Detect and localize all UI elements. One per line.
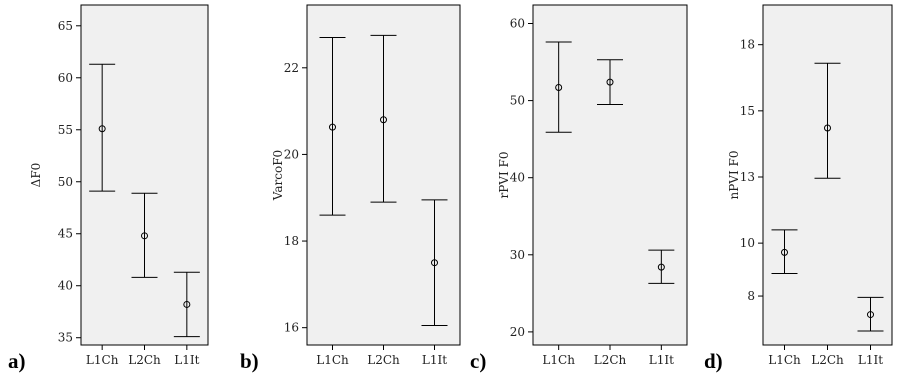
x-tick-label: L2Ch — [594, 353, 627, 367]
mean-marker — [329, 123, 336, 131]
y-tick-label: 20 — [284, 147, 299, 161]
y-tick-label: 18 — [284, 234, 299, 248]
panel-letter: b) — [240, 349, 259, 373]
x-tick-label: L1Ch — [768, 353, 801, 367]
x-tick-label: L2Ch — [128, 353, 161, 367]
mean-marker — [380, 116, 387, 124]
x-tick-label: L1It — [649, 353, 674, 367]
mean-marker — [431, 259, 438, 267]
panel-letter: d) — [704, 349, 723, 373]
mean-marker — [183, 300, 191, 308]
y-axis-label: VarcoF0 — [271, 150, 285, 201]
y-tick-label: 40 — [58, 279, 73, 293]
y-tick-label: 55 — [58, 123, 73, 137]
mean-marker — [98, 125, 106, 133]
y-tick-label: 20 — [510, 325, 525, 339]
mean-marker — [781, 248, 788, 256]
y-tick-label: 18 — [740, 38, 755, 52]
x-tick-label: L2Ch — [367, 353, 400, 367]
chart-panel-4: 8 10 13 15 18 nPVI F0 L1Ch L2Ch L1It d) — [704, 4, 893, 373]
y-axis-label: rPVI F0 — [497, 152, 511, 199]
y-tick-label: 40 — [510, 171, 525, 185]
plot-area — [532, 4, 688, 346]
panel-letter: a) — [8, 349, 26, 373]
mean-marker — [824, 124, 831, 132]
y-tick-label: 65 — [58, 19, 73, 33]
y-tick-label: 45 — [58, 227, 73, 241]
y-tick-label: 60 — [510, 17, 525, 31]
x-tick-label: L2Ch — [811, 353, 844, 367]
x-tick-label: L1Ch — [86, 353, 119, 367]
x-tick-label: L1It — [174, 353, 199, 367]
mean-marker — [606, 78, 614, 86]
y-tick-label: 10 — [740, 236, 755, 250]
x-tick-label: L1It — [858, 353, 883, 367]
chart-panel-2: 16 18 20 22 VarcoF0 L1Ch L2Ch L1It b) — [240, 4, 461, 373]
y-tick-label: 22 — [284, 61, 299, 75]
y-tick-label: 60 — [58, 71, 73, 85]
y-tick-label: 15 — [740, 104, 755, 118]
mean-marker — [141, 232, 148, 240]
y-tick-label: 50 — [58, 175, 73, 189]
x-tick-label: L1Ch — [542, 353, 575, 367]
mean-marker — [867, 311, 874, 319]
panel-letter: c) — [470, 349, 486, 373]
x-tick-label: L1Ch — [316, 353, 349, 367]
y-axis-label: ΔF0 — [29, 163, 43, 188]
mean-marker — [657, 263, 665, 271]
x-tick-label: L1It — [422, 353, 447, 367]
y-tick-label: 8 — [747, 289, 755, 303]
chart-panel-3: 20 30 40 50 60 rPVI F0 L1Ch L2Ch L1It c) — [470, 4, 688, 373]
plot-area — [80, 4, 209, 346]
y-tick-label: 35 — [58, 331, 73, 345]
chart-panel-1: 35 40 45 50 55 60 65 ΔF0 L1Ch L2Ch L1It a) — [8, 4, 209, 373]
y-tick-label: 13 — [740, 170, 755, 184]
mean-marker — [555, 83, 563, 91]
y-tick-label: 50 — [510, 94, 525, 108]
y-axis-label: nPVI F0 — [727, 151, 741, 200]
y-tick-label: 30 — [510, 248, 525, 262]
y-tick-label: 16 — [284, 321, 299, 335]
